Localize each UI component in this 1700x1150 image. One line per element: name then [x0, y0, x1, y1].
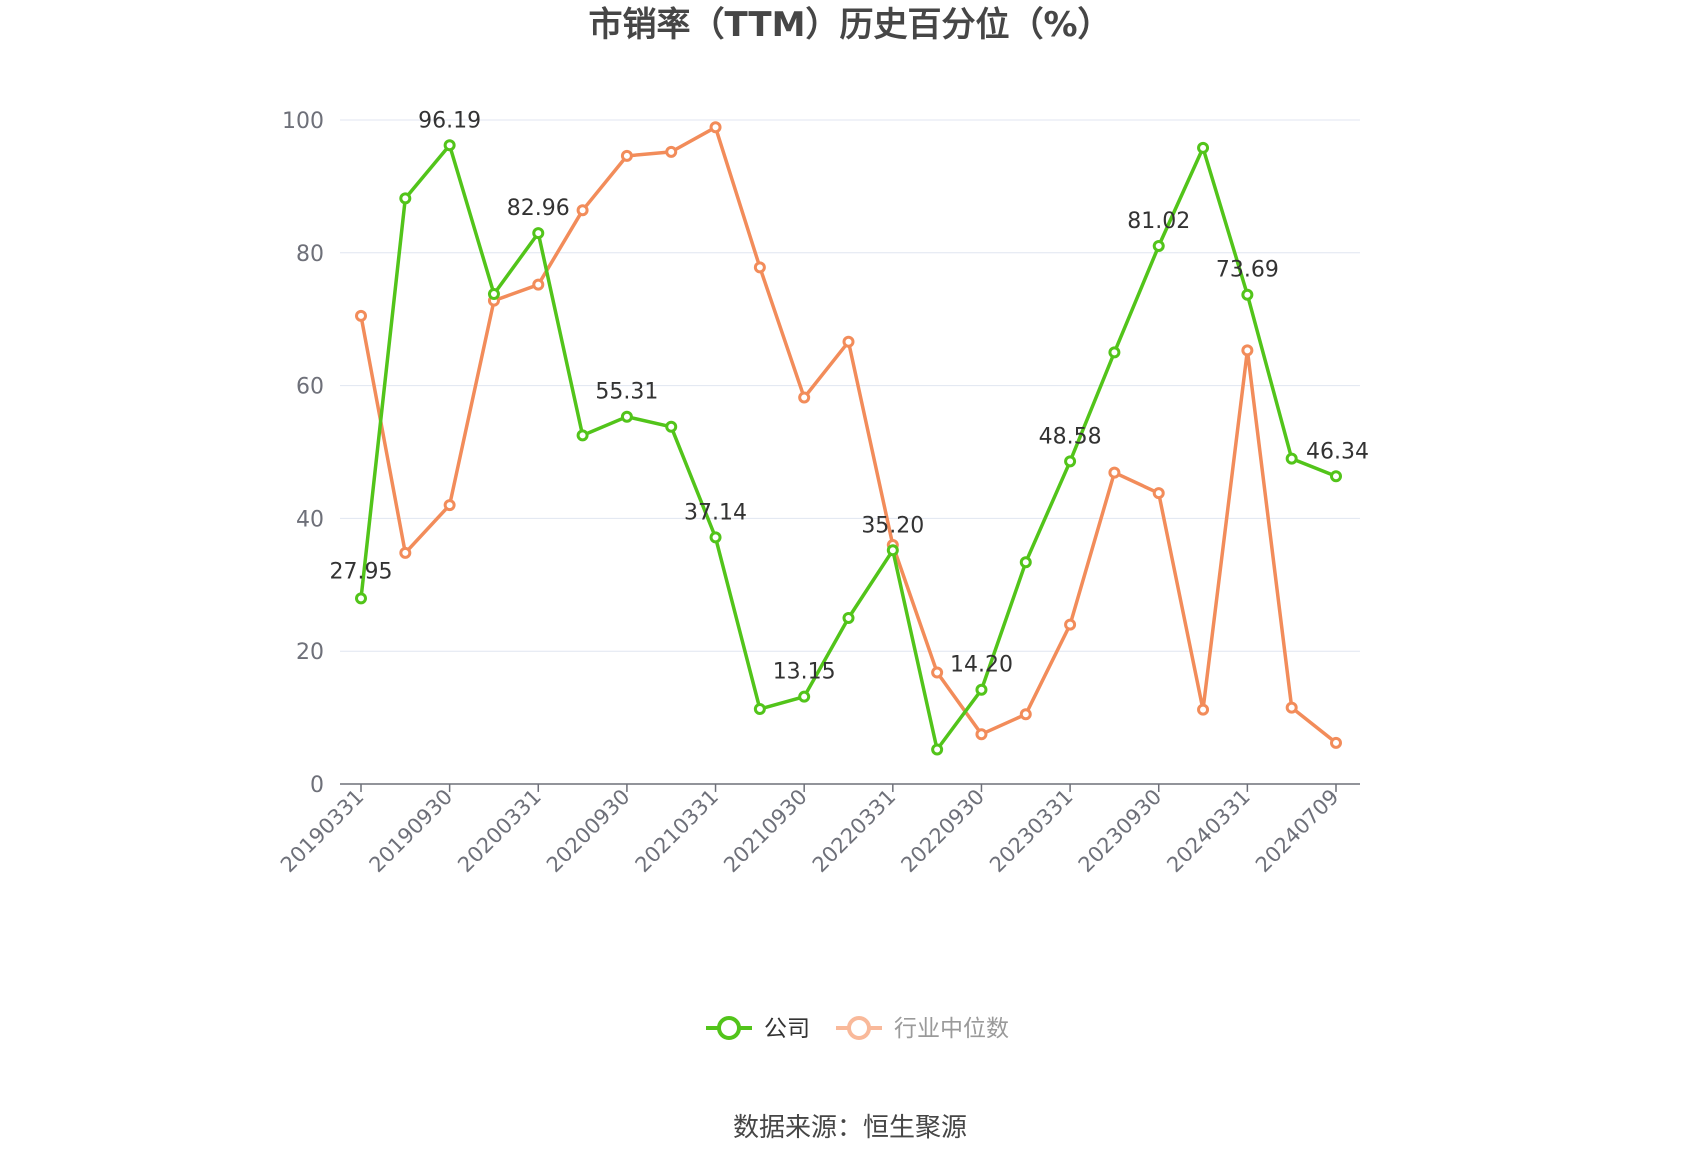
series-1-point[interactable]: [1197, 703, 1210, 716]
data-label: 37.14: [684, 500, 747, 525]
data-label: 27.95: [330, 559, 393, 584]
legend-company-marker: [717, 1016, 741, 1040]
series-1-point[interactable]: [443, 499, 456, 512]
series-1-point[interactable]: [1108, 466, 1121, 479]
y-tick-label: 20: [296, 640, 324, 665]
series-1-point[interactable]: [1330, 736, 1342, 749]
series-0-point[interactable]: [1285, 452, 1298, 465]
series-1-point[interactable]: [620, 149, 633, 162]
series-0-point[interactable]: [576, 429, 589, 442]
data-label: 35.20: [861, 513, 924, 538]
series-0-point[interactable]: [798, 690, 811, 703]
series-0-point[interactable]: [443, 139, 456, 152]
legend-industry-label: 行业中位数: [894, 1016, 1009, 1042]
series-0-point[interactable]: [1064, 455, 1077, 468]
series-0-point[interactable]: [487, 287, 500, 300]
series-0-point[interactable]: [931, 743, 944, 756]
series-1-point[interactable]: [975, 728, 988, 741]
series-0-point[interactable]: [1241, 288, 1254, 301]
series-1-point[interactable]: [1019, 708, 1032, 721]
y-tick-label: 0: [310, 773, 324, 798]
legend-item-industry-median[interactable]: 行业中位数: [836, 1016, 1009, 1042]
x-tick-label: 20190331: [276, 785, 369, 878]
data-labels: 27.95 96.19 82.96 55.31 37.14 13.15 35.20 14.20…: [330, 108, 1369, 684]
series-1-point[interactable]: [1152, 487, 1165, 500]
x-tick-label: 20230331: [985, 785, 1078, 878]
data-source: 数据来源：恒生聚源: [733, 1113, 967, 1143]
series-1-point[interactable]: [665, 145, 678, 158]
series-0-point[interactable]: [1330, 470, 1342, 483]
y-tick-label: 40: [296, 507, 324, 532]
x-axis: 2019033120190930202003312020093020210331…: [276, 783, 1360, 878]
x-tick-label: 20220331: [808, 785, 901, 878]
series-0-point[interactable]: [355, 592, 367, 605]
plot-area: [355, 121, 1342, 756]
series-0-point[interactable]: [620, 410, 633, 423]
data-label: 96.19: [418, 108, 481, 133]
data-label: 73.69: [1216, 258, 1279, 283]
series-0-point[interactable]: [975, 683, 988, 696]
data-label: 55.31: [595, 380, 658, 405]
data-label: 81.02: [1127, 209, 1190, 234]
series-0-point[interactable]: [753, 702, 766, 715]
data-label: 13.15: [773, 660, 836, 685]
x-tick-label: 20190930: [365, 785, 458, 878]
series-1-point[interactable]: [355, 309, 367, 322]
x-tick-label: 20210331: [631, 785, 724, 878]
chart-title: 市销率（TTM）历史百分位（%）: [588, 5, 1111, 45]
series-0-point[interactable]: [665, 420, 678, 433]
series-0-point[interactable]: [842, 612, 855, 624]
data-label: 48.58: [1039, 424, 1102, 449]
legend: 公司 行业中位数: [706, 1016, 1009, 1042]
legend-industry-marker: [847, 1016, 871, 1040]
x-tick-label: 20200331: [453, 785, 546, 878]
x-tick-label: 20210930: [719, 785, 812, 878]
legend-item-company[interactable]: 公司: [706, 1016, 810, 1042]
series-0-point[interactable]: [886, 544, 899, 557]
data-label: 14.20: [950, 653, 1013, 678]
y-tick-label: 100: [282, 109, 324, 134]
y-tick-label: 60: [296, 375, 324, 400]
series-1-point[interactable]: [1064, 618, 1077, 631]
grid-lines: [340, 119, 1360, 652]
data-label: 82.96: [507, 196, 570, 221]
series-0-point[interactable]: [1152, 240, 1165, 253]
series-0-point[interactable]: [1197, 141, 1210, 154]
series-0-point[interactable]: [1019, 556, 1032, 569]
series-1-point[interactable]: [576, 204, 589, 217]
series-1-point[interactable]: [1241, 344, 1254, 357]
series-line-0: [359, 143, 1337, 752]
series-0-point[interactable]: [532, 227, 545, 240]
series-1-point[interactable]: [753, 261, 766, 274]
series-0-point[interactable]: [1108, 346, 1121, 359]
x-tick-label: 20220930: [896, 785, 989, 878]
series-1-point[interactable]: [798, 391, 811, 404]
series-1-point[interactable]: [532, 278, 545, 291]
series-0-point[interactable]: [709, 531, 722, 544]
series-1-point[interactable]: [709, 121, 722, 134]
series-1-point[interactable]: [1285, 701, 1298, 714]
data-label: 46.34: [1306, 439, 1369, 464]
series-1-point[interactable]: [842, 335, 855, 348]
x-tick-label: 20240331: [1162, 785, 1255, 878]
y-axis: 0 20 40 60 80 100: [282, 109, 324, 798]
y-tick-label: 80: [296, 242, 324, 267]
series-0-point[interactable]: [399, 192, 412, 205]
series-1-point[interactable]: [931, 666, 944, 679]
series-1-point[interactable]: [399, 546, 412, 559]
x-tick-label: 20240709: [1251, 785, 1344, 878]
x-tick-label: 20230930: [1074, 785, 1167, 878]
x-tick-label: 20200930: [542, 785, 635, 878]
legend-company-label: 公司: [764, 1016, 810, 1042]
